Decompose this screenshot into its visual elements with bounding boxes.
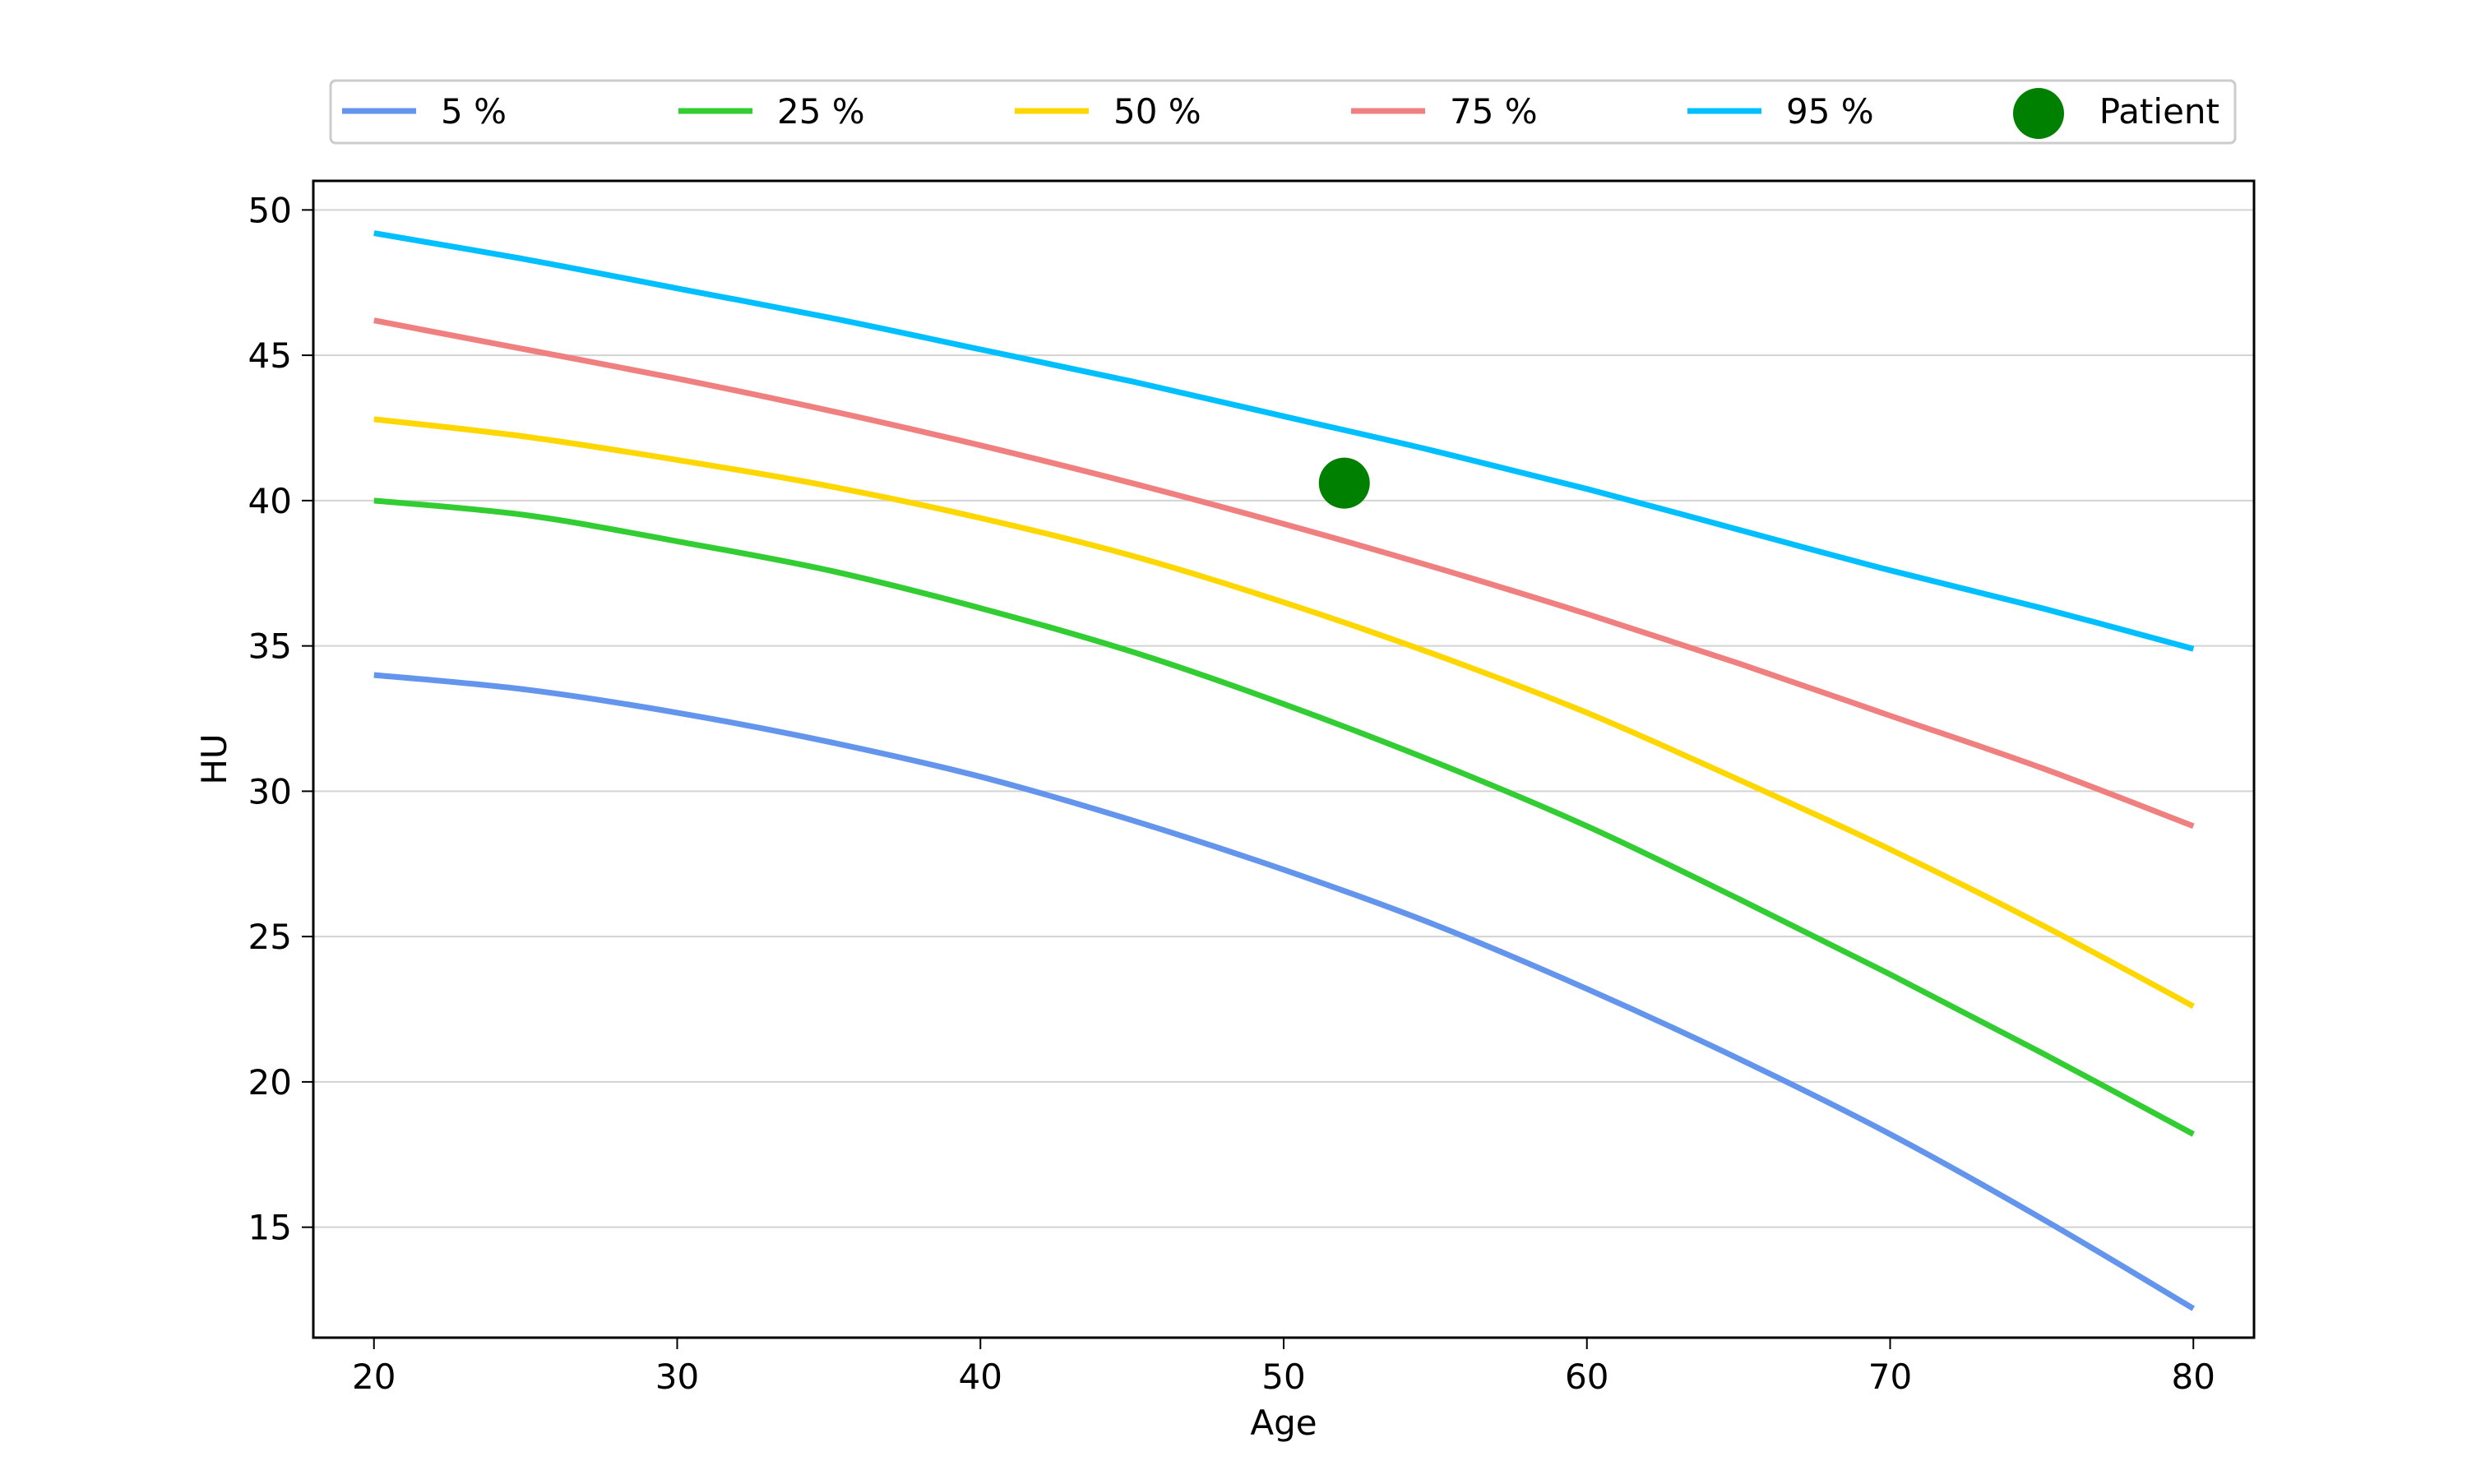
y-axis-ticks: 15 20 25 30 35 40 45 50 [248,190,313,1248]
series-line-0 [373,672,2196,1311]
x-tick-label: 30 [655,1357,699,1397]
legend-label: 5 % [441,91,507,132]
y-tick-label: 50 [248,190,292,230]
y-tick-label: 20 [248,1062,292,1103]
x-tick-label: 60 [1565,1357,1608,1397]
series-line-2 [373,416,2195,1010]
scatter-points [1318,457,1370,509]
grid-lines [313,209,2254,1228]
x-axis-label: Age [1250,1403,1317,1443]
legend-marker [2013,88,2064,139]
y-tick-label: 45 [248,335,292,376]
x-axis-ticks: 20 30 40 50 60 70 80 [352,1338,2215,1397]
plot-frame [312,179,2256,1339]
legend-label: Patient [2099,91,2219,132]
legend: 5 % 25 % 50 % 75 % 95 % Patient [329,79,2237,145]
y-tick-label: 35 [248,626,292,667]
legend-box [329,79,2237,145]
x-tick-label: 70 [1868,1357,1912,1397]
patient-point [1318,457,1370,509]
y-axis-label: HU [194,733,234,784]
x-tick-label: 50 [1261,1357,1305,1397]
y-tick-label: 15 [248,1208,292,1248]
series-line-4 [373,230,2195,652]
y-tick-label: 40 [248,481,292,521]
series-line-3 [373,317,2195,830]
y-tick-label: 25 [248,917,292,957]
series-lines [373,230,2196,1311]
series-line-1 [373,497,2195,1137]
y-tick-label: 30 [248,771,292,811]
x-tick-label: 20 [352,1357,396,1397]
legend-label: 25 % [777,91,865,132]
legend-label: 75 % [1450,91,1538,132]
legend-label: 95 % [1786,91,1874,132]
legend-label: 50 % [1113,91,1201,132]
x-tick-label: 40 [959,1357,1002,1397]
x-tick-label: 80 [2172,1357,2215,1397]
